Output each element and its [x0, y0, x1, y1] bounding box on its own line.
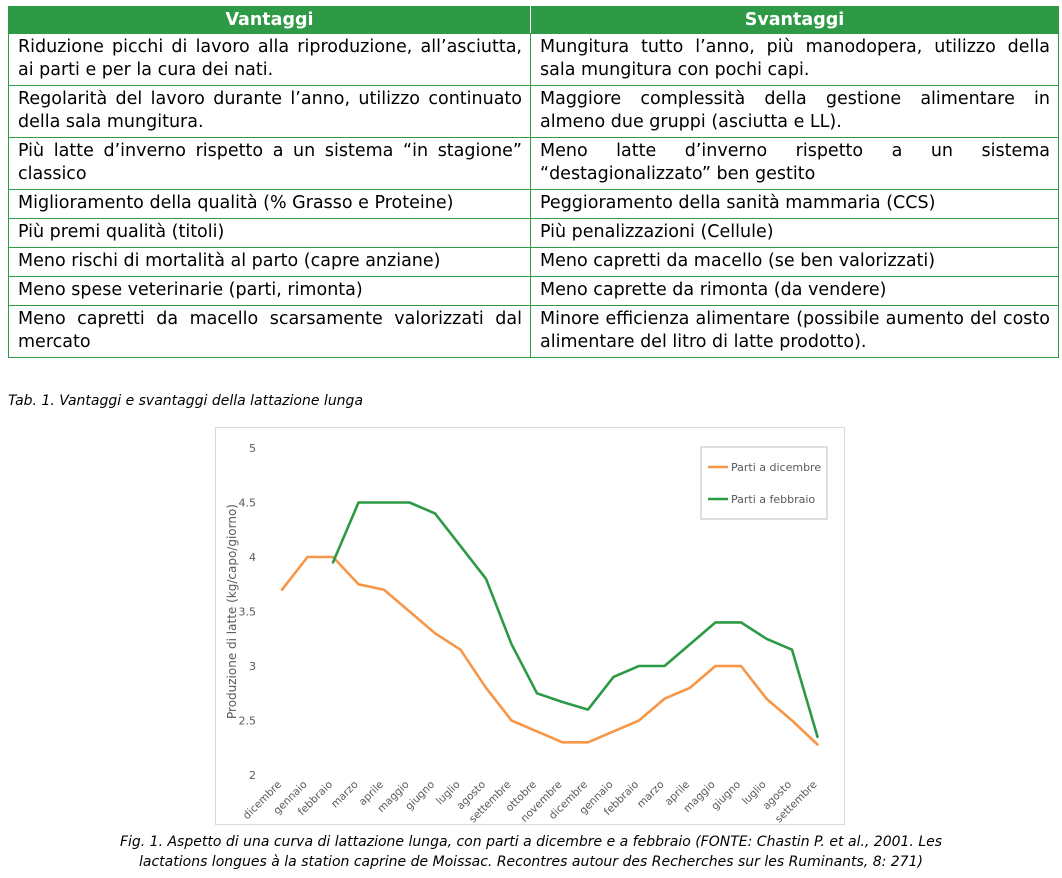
y-tick-label: 4 — [249, 551, 256, 564]
y-axis-label: Produzione di latte (kg/capo/giorno) — [225, 504, 239, 719]
x-tick-label: marzo — [635, 779, 667, 811]
table-cell-vantaggio: Meno spese veterinarie (parti, rimonta) — [8, 276, 531, 306]
table-cell-svantaggio: Minore efficienza alimentare (possibile … — [530, 305, 1059, 358]
table-row: Più premi qualità (titoli) Più penalizza… — [8, 218, 1059, 248]
table-cell-svantaggio: Meno caprette da rimonta (da vendere) — [530, 276, 1059, 306]
lactation-chart-svg: 2 2.5 3 3.5 4 4.5 5 Produzione di latte (kg/cap… — [225, 442, 828, 824]
header-vantaggi: Vantaggi — [8, 6, 531, 34]
figure-caption-line-2: lactations longues à la station caprine … — [139, 854, 923, 870]
y-tick-label: 3.5 — [239, 606, 257, 619]
y-tick-label: 5 — [249, 442, 256, 455]
lactation-chart: 2 2.5 3 3.5 4 4.5 5 Produzione di latte (kg/cap… — [215, 427, 845, 825]
table-row: Meno capretti da macello scarsamente val… — [8, 305, 1059, 358]
legend-label-parti-febbraio: Parti a febbraio — [731, 493, 815, 506]
comparison-table: Vantaggi Svantaggi Riduzione picchi di l… — [8, 6, 1059, 358]
table-cell-svantaggio: Meno capretti da macello (se ben valoriz… — [530, 247, 1059, 277]
table-cell-vantaggio: Regolarità del lavoro durante l’anno, ut… — [8, 85, 531, 138]
table-cell-vantaggio: Meno rischi di mortalità al parto (capre… — [8, 247, 531, 277]
legend-label-parti-dicembre: Parti a dicembre — [731, 461, 821, 474]
table-row: Più latte d’inverno rispetto a un sistem… — [8, 137, 1059, 190]
y-tick-label: 3 — [249, 660, 256, 673]
table-row: Meno rischi di mortalità al parto (capre… — [8, 247, 1059, 277]
figure-caption-line-1: Fig. 1. Aspetto di una curva di lattazio… — [119, 834, 943, 850]
table-row: Regolarità del lavoro durante l’anno, ut… — [8, 85, 1059, 138]
table-cell-vantaggio: Più premi qualità (titoli) — [8, 218, 531, 248]
table-cell-svantaggio: Peggioramento della sanità mammaria (CCS… — [530, 189, 1059, 219]
x-tick-label: giugno — [403, 779, 437, 813]
table-cell-svantaggio: Mungitura tutto l’anno, più manodopera, … — [530, 33, 1059, 86]
table-cell-svantaggio: Maggiore complessità della gestione alim… — [530, 85, 1059, 138]
table-cell-svantaggio: Più penalizzazioni (Cellule) — [530, 218, 1059, 248]
table-cell-svantaggio: Meno latte d’inverno rispetto a un siste… — [530, 137, 1059, 190]
table-row: Meno spese veterinarie (parti, rimonta) … — [8, 276, 1059, 306]
table-cell-vantaggio: Riduzione picchi di lavoro alla riproduz… — [8, 33, 531, 86]
series-line-parti-dicembre — [280, 555, 819, 746]
table-row: Miglioramento della qualità (% Grasso e … — [8, 189, 1059, 219]
table-header-row: Vantaggi Svantaggi — [8, 6, 1059, 34]
header-svantaggi: Svantaggi — [530, 6, 1059, 34]
table-cell-vantaggio: Più latte d’inverno rispetto a un sistem… — [8, 137, 531, 190]
x-tick-label: marzo — [329, 779, 361, 811]
figure-caption: Fig. 1. Aspetto di una curva di lattazio… — [0, 832, 1062, 872]
table-row: Riduzione picchi di lavoro alla riproduz… — [8, 33, 1059, 86]
legend-box — [700, 446, 828, 520]
y-tick-label: 4.5 — [239, 497, 257, 510]
table-cell-vantaggio: Meno capretti da macello scarsamente val… — [8, 305, 531, 358]
y-tick-label: 2.5 — [239, 715, 257, 728]
table-cell-vantaggio: Miglioramento della qualità (% Grasso e … — [8, 189, 531, 219]
table-caption: Tab. 1. Vantaggi e svantaggi della latta… — [8, 393, 364, 409]
y-tick-label: 2 — [249, 769, 256, 782]
series-line-parti-febbraio — [331, 501, 819, 739]
x-tick-label: giugno — [709, 779, 743, 813]
